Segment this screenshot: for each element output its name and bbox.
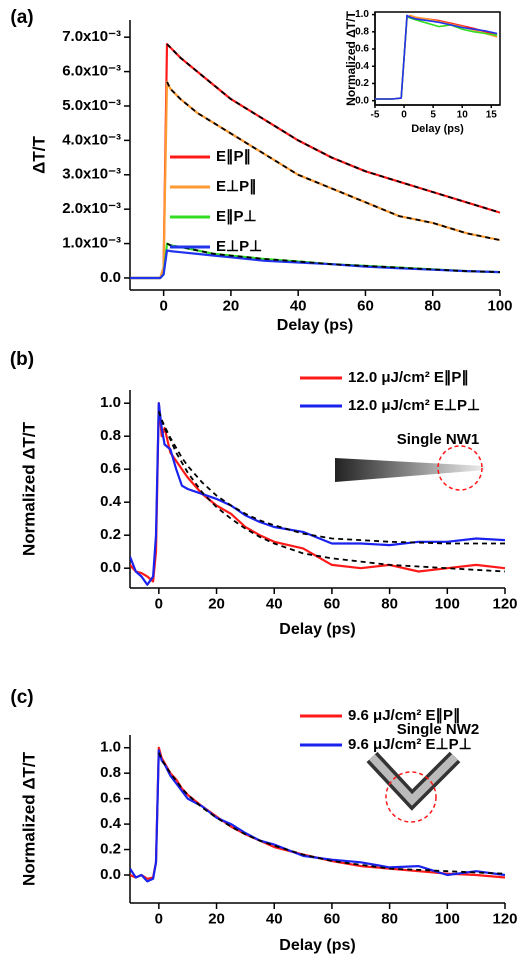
x-tick-label: 10	[457, 110, 469, 121]
y-tick-label: 0.4	[100, 815, 122, 832]
x-tick-label: 60	[324, 595, 341, 612]
plot-area	[375, 14, 498, 100]
y-axis-title: Normalized ΔT/T	[344, 11, 358, 106]
fit-line	[157, 411, 505, 573]
legend-label: 9.6 μJ/cm² E⊥P⊥	[348, 736, 472, 753]
nanowire-2-sketch	[366, 751, 461, 823]
y-tick-label: 7.0x10⁻³	[62, 28, 121, 45]
x-tick-label: -5	[371, 110, 380, 121]
x-tick-label: 80	[381, 595, 398, 612]
x-tick-label: 0	[155, 910, 163, 927]
y-tick-label: 0.6	[100, 790, 121, 807]
x-tick-label: 60	[357, 297, 374, 314]
annotation: Single NW1	[397, 431, 480, 448]
y-tick-label: 1.0x10⁻³	[62, 235, 121, 252]
x-tick-label: 20	[208, 910, 225, 927]
x-tick-label: 15	[486, 110, 498, 121]
x-tick-label: 100	[435, 910, 460, 927]
panel: 0 20 40 60 80 100 120 0.0 0.2 0.4 0.6 0.8 1.0 Delay (…	[10, 687, 517, 954]
data-line	[130, 402, 505, 586]
y-tick-label: 0.2	[100, 841, 121, 858]
y-tick-label: 5.0x10⁻³	[62, 97, 121, 114]
panel-label: (a)	[10, 7, 33, 28]
x-tick-label: 100	[487, 297, 512, 314]
y-tick-label: 0.6	[355, 44, 369, 55]
x-tick-label: 40	[290, 297, 307, 314]
annotation: Single NW2	[397, 721, 480, 738]
y-tick-label: 0.4	[100, 493, 122, 510]
data-line	[130, 249, 500, 280]
y-tick-label: 3.0x10⁻³	[62, 166, 121, 183]
fit-line	[166, 81, 500, 241]
y-tick-label: 0.8	[100, 764, 121, 781]
data-line	[130, 749, 505, 883]
y-tick-label: 6.0x10⁻³	[62, 63, 121, 80]
y-tick-label: 0.0	[100, 559, 121, 576]
y-tick-label: 1.0	[355, 9, 369, 20]
x-tick-label: 5	[430, 110, 436, 121]
x-tick-label: 40	[266, 910, 283, 927]
y-tick-label: 1.0	[100, 739, 121, 756]
y-tick-label: 0.0	[100, 269, 121, 286]
y-axis-title: Normalized ΔT/T	[19, 421, 38, 556]
x-tick-label: 20	[223, 297, 240, 314]
panel-label: (b)	[10, 349, 34, 370]
legend-label: E⊥P∥	[216, 178, 257, 195]
fit-line	[166, 43, 500, 214]
legend-label: E∥P∥	[216, 148, 251, 165]
y-axis-title: Normalized ΔT/T	[19, 751, 38, 886]
panel: 0 20 40 60 80 1000.01.0x10⁻³2.0x10⁻³3.0x10⁻³4…	[10, 7, 512, 334]
plot-area	[130, 746, 505, 883]
legend-label: 9.6 μJ/cm² E∥P∥	[348, 707, 461, 724]
fit-line	[166, 242, 500, 273]
y-tick-label: 0.2	[100, 526, 121, 543]
y-tick-label: 0.6	[100, 460, 121, 477]
legend-label: 12.0 μJ/cm² E∥P∥	[348, 369, 469, 386]
y-axis-title: ΔT/T	[29, 136, 48, 174]
plot-area	[130, 43, 500, 280]
data-line	[130, 402, 505, 583]
x-tick-label: 20	[208, 595, 225, 612]
y-tick-label: 0.0	[100, 866, 121, 883]
x-axis-title: Delay (ps)	[411, 123, 464, 135]
y-tick-label: 4.0x10⁻³	[62, 131, 121, 148]
x-tick-label: 0	[155, 595, 163, 612]
x-tick-label: 100	[435, 595, 460, 612]
data-line	[375, 14, 498, 100]
fit-line	[157, 411, 505, 545]
x-tick-label: 0	[401, 110, 407, 121]
x-tick-label: 120	[492, 595, 517, 612]
x-axis-title: Delay (ps)	[277, 317, 353, 334]
panel: 0 20 40 60 80 100 120 0.0 0.2 0.4 0.6 0.8 1.0 Delay (…	[10, 349, 518, 638]
y-tick-label: 0.4	[355, 61, 369, 72]
panel-label: (c)	[10, 687, 33, 708]
x-tick-label: 80	[381, 910, 398, 927]
x-tick-label: 120	[492, 910, 517, 927]
x-axis-title: Delay (ps)	[279, 937, 355, 954]
x-tick-label: 60	[324, 910, 341, 927]
panel: -5 0 5 10 15 0.0 0.2 0.4 0.6 0.8 1.0 Delay (ps) Norm…	[344, 9, 501, 135]
nanowire-1-sketch	[335, 445, 485, 491]
legend-label: E⊥P⊥	[216, 238, 262, 255]
legend-label: 12.0 μJ/cm² E⊥P⊥	[348, 397, 480, 414]
plot-area	[130, 402, 505, 586]
x-axis-title: Delay (ps)	[279, 621, 355, 638]
y-tick-label: 2.0x10⁻³	[62, 200, 121, 217]
y-tick-label: 0.8	[355, 26, 369, 37]
fit-line	[157, 752, 505, 875]
y-tick-label: 1.0	[100, 394, 121, 411]
y-tick-label: 0.0	[355, 95, 369, 106]
x-tick-label: 40	[266, 595, 283, 612]
x-tick-label: 80	[424, 297, 441, 314]
y-tick-label: 0.8	[100, 427, 121, 444]
y-tick-label: 0.2	[355, 78, 369, 89]
x-tick-label: 0	[159, 297, 167, 314]
legend-label: E∥P⊥	[216, 208, 257, 225]
